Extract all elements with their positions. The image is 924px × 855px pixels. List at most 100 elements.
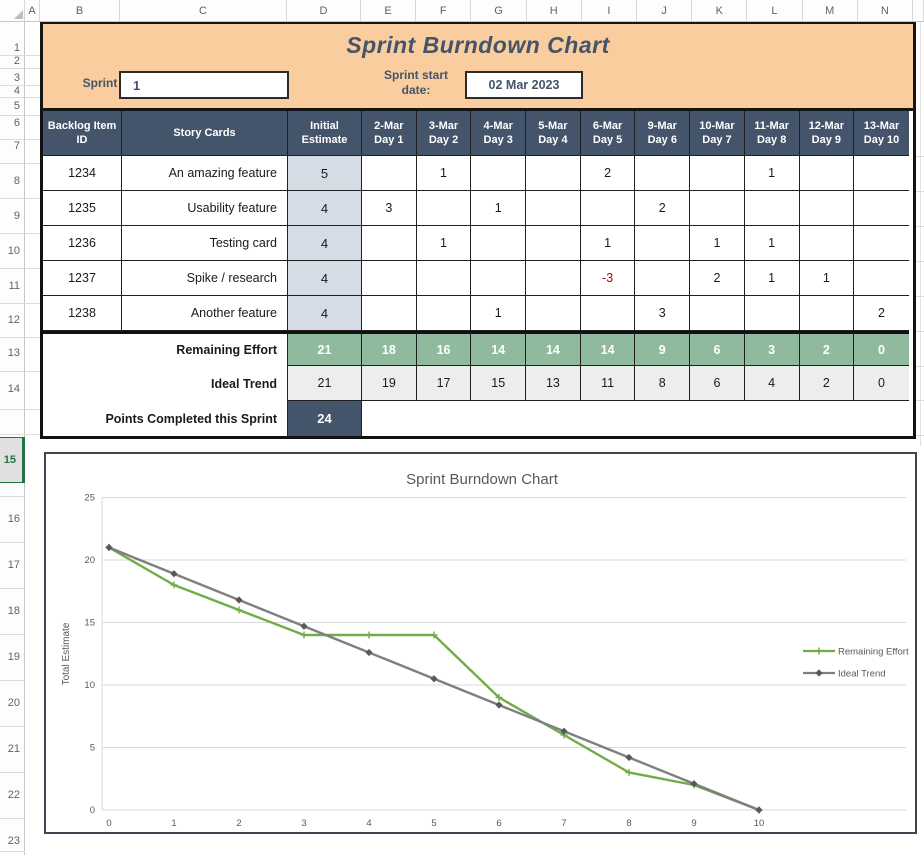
cell-day-value[interactable] bbox=[416, 191, 472, 226]
column-header-H[interactable]: H bbox=[527, 0, 582, 21]
cell-day-value[interactable]: 1 bbox=[744, 261, 800, 296]
cell-ideal-trend[interactable]: 21 bbox=[288, 366, 362, 401]
cell-day-value[interactable]: -3 bbox=[580, 261, 636, 296]
row-header-20[interactable]: 20 bbox=[7, 697, 20, 709]
cell-backlog-id[interactable]: 1237 bbox=[43, 261, 122, 296]
cell-remaining-effort[interactable]: 3 bbox=[744, 331, 800, 366]
cell-backlog-id[interactable]: 1238 bbox=[43, 296, 122, 331]
cell-day-value[interactable] bbox=[799, 191, 855, 226]
cell-day-value[interactable] bbox=[690, 296, 745, 331]
cell-day-value[interactable] bbox=[690, 191, 745, 226]
row-header-22[interactable]: 22 bbox=[7, 789, 20, 801]
column-header-L[interactable]: L bbox=[747, 0, 803, 21]
row-header-12[interactable]: 12 bbox=[7, 314, 20, 326]
cell-day-value[interactable] bbox=[362, 156, 417, 191]
cell-day-value[interactable] bbox=[690, 156, 745, 191]
row-header-18[interactable]: 18 bbox=[7, 605, 20, 617]
cell-day-value[interactable]: 2 bbox=[635, 191, 691, 226]
cell-day-value[interactable]: 2 bbox=[854, 296, 909, 331]
cell-backlog-id[interactable]: 1235 bbox=[43, 191, 122, 226]
table-header-day-3[interactable]: 4-Mar Day 3 bbox=[471, 111, 527, 156]
cell-initial-estimate[interactable]: 4 bbox=[288, 296, 362, 331]
row-header-21[interactable]: 21 bbox=[7, 743, 20, 755]
cell-day-value[interactable] bbox=[744, 191, 800, 226]
cell-remaining-effort[interactable]: 6 bbox=[690, 331, 745, 366]
cell-day-value[interactable] bbox=[526, 156, 581, 191]
cell-day-value[interactable] bbox=[635, 261, 691, 296]
column-header-F[interactable]: F bbox=[416, 0, 472, 21]
cell-ideal-trend[interactable]: 19 bbox=[362, 366, 417, 401]
row-header-1[interactable]: 1 bbox=[13, 42, 20, 54]
cell-day-value[interactable] bbox=[580, 296, 636, 331]
cell-day-value[interactable] bbox=[526, 261, 581, 296]
column-header-K[interactable]: K bbox=[692, 0, 748, 21]
cell-day-value[interactable]: 1 bbox=[744, 226, 800, 261]
cell-day-value[interactable]: 3 bbox=[635, 296, 691, 331]
row-header-23[interactable]: 23 bbox=[7, 835, 20, 847]
cell-day-value[interactable] bbox=[362, 261, 417, 296]
table-header-day-1[interactable]: 2-Mar Day 1 bbox=[362, 111, 417, 156]
table-header-day-8[interactable]: 11-Mar Day 8 bbox=[744, 111, 800, 156]
row-header-8[interactable]: 8 bbox=[13, 175, 20, 187]
row-header-9[interactable]: 9 bbox=[13, 210, 20, 222]
burndown-chart[interactable]: 0 5 10 15 20 25 0 1 2 3 4 5 6 7 8 9 10 Sprint Burndown Ch… bbox=[44, 452, 917, 834]
cell-day-value[interactable]: 1 bbox=[416, 226, 472, 261]
row-header-6[interactable]: 6 bbox=[13, 117, 20, 129]
cell-day-value[interactable] bbox=[635, 226, 691, 261]
table-header-backlog-id[interactable]: Backlog Item ID bbox=[43, 111, 122, 156]
cell-remaining-effort[interactable]: 14 bbox=[471, 331, 527, 366]
select-all-icon[interactable] bbox=[14, 10, 23, 19]
cell-day-value[interactable] bbox=[854, 191, 909, 226]
column-header-G[interactable]: G bbox=[471, 0, 527, 21]
cell-initial-estimate[interactable]: 5 bbox=[288, 156, 362, 191]
cell-remaining-effort[interactable]: 9 bbox=[635, 331, 691, 366]
cell-story-card[interactable]: Another feature bbox=[122, 296, 288, 331]
cell-remaining-effort[interactable]: 14 bbox=[580, 331, 636, 366]
table-header-initial-estimate[interactable]: Initial Estimate bbox=[288, 111, 362, 156]
cell-day-value[interactable] bbox=[799, 156, 855, 191]
sprint-start-date-input[interactable]: 02 Mar 2023 bbox=[465, 71, 583, 99]
column-header-M[interactable]: M bbox=[803, 0, 858, 21]
corner-cell[interactable] bbox=[0, 0, 25, 21]
cell-day-value[interactable]: 1 bbox=[799, 261, 855, 296]
cell-remaining-effort[interactable]: 16 bbox=[416, 331, 472, 366]
cell-day-value[interactable] bbox=[362, 296, 417, 331]
row-header-14[interactable]: 14 bbox=[7, 383, 20, 395]
column-header-N[interactable]: N bbox=[858, 0, 913, 21]
column-header-B[interactable]: B bbox=[40, 0, 120, 21]
cell-ideal-trend[interactable]: 8 bbox=[635, 366, 691, 401]
row-header-19[interactable]: 19 bbox=[7, 651, 20, 663]
table-header-day-5[interactable]: 6-Mar Day 5 bbox=[580, 111, 636, 156]
cell-day-value[interactable]: 2 bbox=[690, 261, 745, 296]
column-header-A[interactable]: A bbox=[25, 0, 40, 21]
cell-initial-estimate[interactable]: 4 bbox=[288, 191, 362, 226]
cell-ideal-trend[interactable]: 17 bbox=[416, 366, 472, 401]
cell-day-value[interactable] bbox=[416, 296, 472, 331]
cell-day-value[interactable] bbox=[471, 226, 527, 261]
cell-remaining-effort[interactable]: 14 bbox=[526, 331, 581, 366]
cell-day-value[interactable] bbox=[854, 261, 909, 296]
column-header-partial[interactable] bbox=[913, 0, 924, 21]
row-header-16[interactable]: 16 bbox=[7, 513, 20, 525]
ideal-trend-label[interactable]: Ideal Trend bbox=[43, 366, 288, 401]
column-header-I[interactable]: I bbox=[582, 0, 637, 21]
cell-backlog-id[interactable]: 1234 bbox=[43, 156, 122, 191]
row-header-7[interactable]: 7 bbox=[13, 140, 20, 152]
cell-day-value[interactable] bbox=[362, 226, 417, 261]
cell-day-value[interactable] bbox=[471, 156, 527, 191]
sprint-number-input[interactable]: 1 bbox=[119, 71, 289, 99]
table-header-day-4[interactable]: 5-Mar Day 4 bbox=[526, 111, 581, 156]
cell-day-value[interactable] bbox=[854, 226, 909, 261]
row-header-4[interactable]: 4 bbox=[13, 85, 20, 97]
column-header-E[interactable]: E bbox=[361, 0, 417, 21]
cell-story-card[interactable]: Usability feature bbox=[122, 191, 288, 226]
cell-day-value[interactable] bbox=[580, 191, 636, 226]
cell-ideal-trend[interactable]: 11 bbox=[580, 366, 636, 401]
column-header-C[interactable]: C bbox=[120, 0, 287, 21]
table-header-day-2[interactable]: 3-Mar Day 2 bbox=[416, 111, 472, 156]
cell-ideal-trend[interactable]: 15 bbox=[471, 366, 527, 401]
row-header-5[interactable]: 5 bbox=[13, 100, 20, 112]
table-header-day-9[interactable]: 12-Mar Day 9 bbox=[799, 111, 855, 156]
column-header-J[interactable]: J bbox=[637, 0, 693, 21]
cell-remaining-effort[interactable]: 21 bbox=[288, 331, 362, 366]
